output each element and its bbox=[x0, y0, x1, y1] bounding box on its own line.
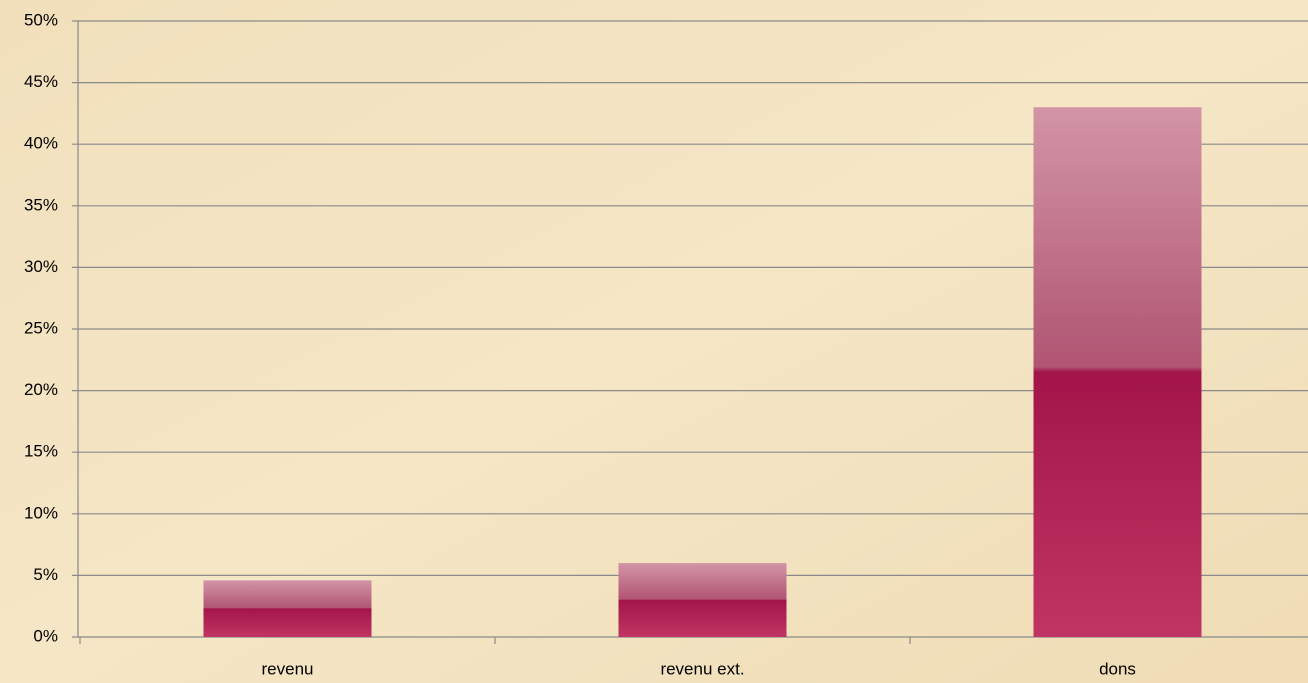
y-tick-label: 10% bbox=[24, 503, 58, 522]
y-tick-label: 30% bbox=[24, 257, 58, 276]
bar bbox=[203, 580, 372, 637]
y-tick-label: 5% bbox=[33, 565, 58, 584]
y-tick-label: 25% bbox=[24, 318, 58, 337]
y-tick-label: 50% bbox=[24, 10, 58, 29]
y-tick-label: 45% bbox=[24, 72, 58, 91]
y-tick-label: 0% bbox=[33, 626, 58, 645]
x-tick-label: revenu ext. bbox=[660, 659, 744, 678]
bar bbox=[1033, 107, 1202, 638]
x-tick-label: revenu bbox=[262, 659, 314, 678]
y-tick-label: 35% bbox=[24, 195, 58, 214]
bar bbox=[618, 563, 787, 637]
y-tick-label: 20% bbox=[24, 380, 58, 399]
x-tick-label: dons bbox=[1099, 659, 1136, 678]
y-tick-label: 15% bbox=[24, 442, 58, 461]
y-tick-label: 40% bbox=[24, 134, 58, 153]
